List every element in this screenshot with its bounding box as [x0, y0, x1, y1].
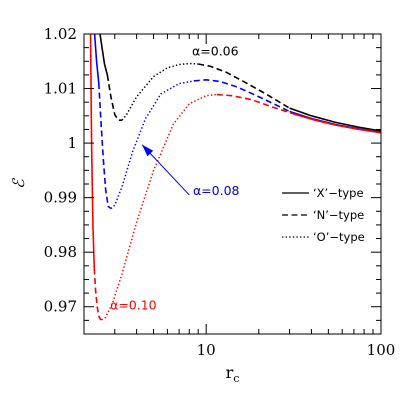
series-line-α=0.06-X-4 [289, 107, 381, 132]
series-line-α=0.06-O-2 [121, 62, 199, 121]
legend-label-0: ‘X’−type [313, 186, 364, 200]
series-line-α=0.10-X-0 [89, 34, 96, 269]
annotations-layer: α=0.06 α=0.08 α=0.10 [110, 43, 239, 312]
series-layer [89, 34, 381, 321]
ticks-layer: 10 100 0.97 0.98 0.99 1 1.01 1.02 [44, 25, 396, 359]
series-line-α=0.06-N-1 [106, 74, 123, 121]
series-line-α=0.10-O-2 [101, 93, 217, 321]
x-tick-label: 10 [197, 341, 216, 359]
y-tick-label: 0.99 [44, 189, 77, 207]
annotation-α=0.08: α=0.08 [193, 183, 240, 198]
arrow-head [142, 144, 154, 157]
x-axis-label-sub: c [233, 372, 239, 385]
y-axis-label: ℰ [9, 177, 28, 189]
series-line-α=0.06-N-3 [198, 63, 291, 109]
y-tick-label: 1.01 [44, 80, 77, 98]
y-tick-label: 1.02 [44, 25, 77, 43]
annotation-α=0.06: α=0.06 [192, 43, 239, 58]
arrow-layer [141, 144, 190, 196]
series-line-α=0.08-N-1 [97, 83, 112, 210]
legend-label-1: ‘N’−type [313, 208, 364, 222]
series-line-α=0.10-N-3 [216, 93, 295, 115]
legend-label-2: ‘O’−type [313, 230, 365, 244]
series-line-α=0.08-X-0 [93, 34, 100, 84]
x-axis-label-main: r [226, 363, 234, 382]
labels-layer: rc ℰ [9, 177, 239, 385]
series-line-α=0.08-O-2 [110, 80, 194, 210]
x-axis-label: rc [226, 363, 240, 385]
series-line-α=0.10-N-1 [93, 268, 102, 321]
series-line-α=0.08-N-3 [193, 79, 290, 113]
series-line-α=0.06-X-0 [99, 34, 109, 76]
series-α=0.06 [99, 34, 381, 132]
x-tick-label: 100 [367, 341, 396, 359]
legend: ‘X’−type ‘N’−type ‘O’−type [282, 186, 365, 244]
y-tick-label: 0.98 [44, 243, 77, 261]
y-tick-label: 1 [67, 134, 77, 152]
series-line-α=0.10-X-4 [294, 113, 381, 134]
annotation-α=0.10: α=0.10 [110, 297, 157, 312]
y-tick-label: 0.97 [44, 298, 77, 316]
